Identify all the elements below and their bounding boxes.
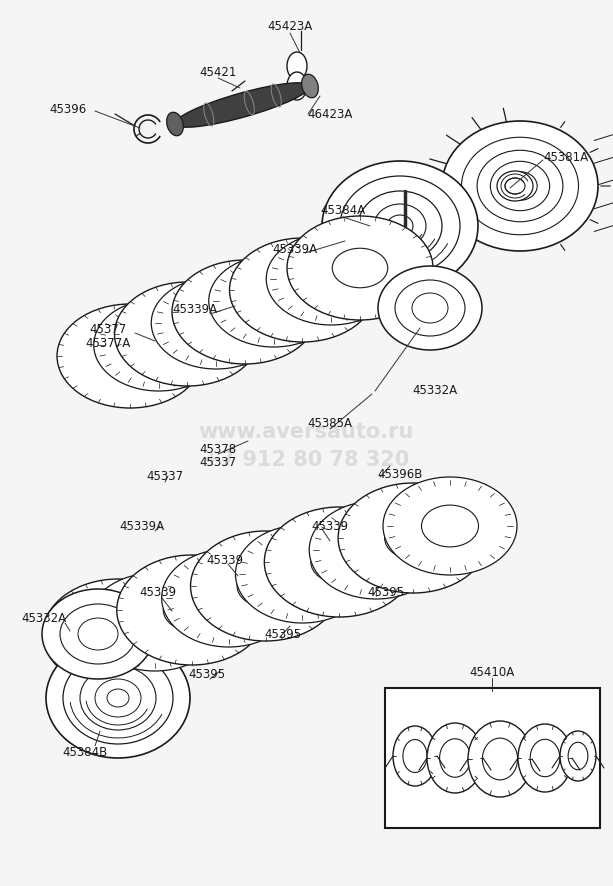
- Ellipse shape: [384, 517, 441, 559]
- Text: 45377: 45377: [89, 323, 127, 335]
- Text: 45337: 45337: [199, 456, 237, 469]
- Text: +7 912 80 78 320: +7 912 80 78 320: [203, 449, 409, 470]
- Text: 45339: 45339: [207, 553, 243, 566]
- Ellipse shape: [427, 723, 483, 793]
- Ellipse shape: [229, 238, 376, 343]
- Text: 45385A: 45385A: [308, 416, 352, 429]
- Text: 45332A: 45332A: [413, 383, 457, 396]
- Ellipse shape: [126, 602, 183, 643]
- Ellipse shape: [46, 638, 190, 758]
- Ellipse shape: [518, 724, 572, 792]
- Bar: [385, 688, 600, 828]
- Ellipse shape: [42, 589, 154, 680]
- Ellipse shape: [160, 315, 215, 354]
- Ellipse shape: [275, 271, 330, 310]
- Ellipse shape: [115, 283, 261, 386]
- Ellipse shape: [175, 83, 310, 128]
- Ellipse shape: [303, 260, 359, 299]
- Ellipse shape: [287, 73, 307, 101]
- Ellipse shape: [266, 234, 396, 326]
- Ellipse shape: [348, 530, 405, 571]
- Text: 45339A: 45339A: [120, 519, 164, 532]
- Ellipse shape: [560, 731, 596, 781]
- Text: 45396B: 45396B: [378, 467, 423, 480]
- Ellipse shape: [88, 573, 222, 672]
- Ellipse shape: [442, 122, 598, 252]
- Text: 45378: 45378: [199, 442, 237, 455]
- Text: 45423A: 45423A: [267, 19, 313, 33]
- Text: 45395: 45395: [367, 586, 405, 599]
- Ellipse shape: [78, 618, 118, 650]
- Ellipse shape: [172, 260, 318, 364]
- Text: 45395: 45395: [264, 628, 302, 641]
- Ellipse shape: [482, 738, 517, 780]
- Ellipse shape: [167, 113, 183, 136]
- Ellipse shape: [287, 53, 307, 81]
- Ellipse shape: [287, 217, 433, 321]
- Ellipse shape: [89, 613, 147, 655]
- Ellipse shape: [94, 299, 224, 392]
- Ellipse shape: [235, 525, 370, 623]
- Ellipse shape: [497, 172, 533, 202]
- Ellipse shape: [43, 579, 193, 689]
- Ellipse shape: [383, 478, 517, 575]
- Ellipse shape: [440, 739, 470, 777]
- Text: 45396: 45396: [50, 103, 86, 115]
- Ellipse shape: [274, 554, 331, 595]
- Ellipse shape: [246, 282, 302, 322]
- Ellipse shape: [151, 277, 281, 369]
- Ellipse shape: [309, 501, 443, 599]
- Text: 45337: 45337: [147, 470, 183, 483]
- Text: 45421: 45421: [199, 66, 237, 79]
- Text: 46423A: 46423A: [307, 107, 352, 120]
- Ellipse shape: [163, 589, 220, 631]
- Text: 45395: 45395: [188, 668, 226, 680]
- Ellipse shape: [162, 549, 295, 648]
- Ellipse shape: [338, 484, 488, 594]
- Ellipse shape: [387, 216, 413, 237]
- Ellipse shape: [200, 578, 257, 619]
- Text: 45339A: 45339A: [272, 242, 318, 255]
- Ellipse shape: [131, 326, 186, 365]
- Ellipse shape: [117, 556, 267, 665]
- Text: 45339A: 45339A: [172, 302, 218, 315]
- Ellipse shape: [302, 75, 318, 98]
- Ellipse shape: [568, 742, 588, 770]
- Ellipse shape: [217, 293, 273, 332]
- Ellipse shape: [332, 249, 388, 289]
- Text: 45339: 45339: [311, 519, 349, 532]
- Ellipse shape: [264, 508, 414, 618]
- Ellipse shape: [209, 256, 339, 347]
- Ellipse shape: [530, 740, 560, 777]
- Ellipse shape: [189, 304, 244, 344]
- Ellipse shape: [393, 727, 437, 786]
- Ellipse shape: [468, 721, 532, 797]
- Ellipse shape: [412, 293, 448, 323]
- Ellipse shape: [311, 541, 368, 583]
- Ellipse shape: [107, 689, 129, 707]
- Text: 45384B: 45384B: [63, 744, 108, 758]
- Ellipse shape: [322, 162, 478, 291]
- Text: www.aversauto.ru: www.aversauto.ru: [199, 422, 414, 441]
- Text: 45332A: 45332A: [21, 610, 67, 624]
- Ellipse shape: [422, 506, 479, 548]
- Ellipse shape: [378, 267, 482, 351]
- Ellipse shape: [191, 532, 341, 641]
- Text: 45381A: 45381A: [543, 151, 588, 163]
- Ellipse shape: [237, 565, 294, 607]
- Text: 45377A: 45377A: [85, 336, 131, 349]
- Ellipse shape: [403, 740, 427, 773]
- Text: 45410A: 45410A: [470, 664, 515, 678]
- Text: 45384A: 45384A: [321, 203, 365, 216]
- Ellipse shape: [505, 179, 525, 195]
- Ellipse shape: [57, 305, 203, 408]
- Text: 45339: 45339: [139, 586, 177, 599]
- Ellipse shape: [102, 337, 158, 377]
